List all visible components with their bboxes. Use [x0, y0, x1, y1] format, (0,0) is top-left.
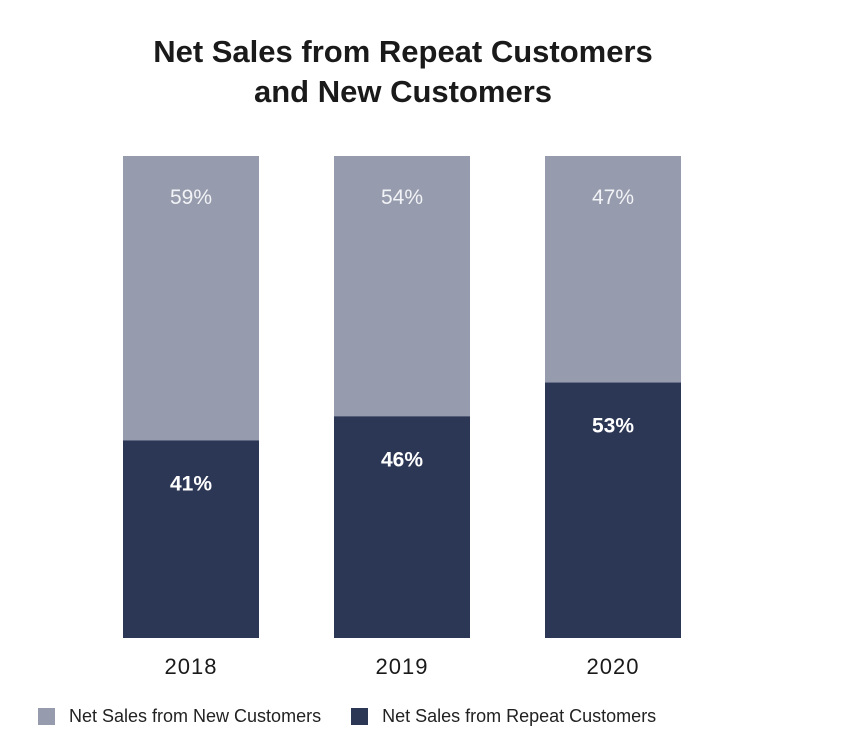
bar-new-customers-2020	[545, 156, 681, 383]
bar-repeat-customers-2020	[545, 382, 681, 638]
stacked-bar-chart: 59% 41% 2018 54% 46% 2019 47% 53% 2020	[123, 156, 681, 679]
bar-repeat-customers-2018	[123, 440, 259, 638]
x-tick-label-2018: 2018	[165, 654, 218, 679]
data-label-new-customers-2018: 59%	[170, 186, 212, 209]
data-label-new-customers-2020: 47%	[592, 186, 634, 209]
data-label-repeat-customers-2018: 41%	[170, 472, 212, 495]
chart-title: Net Sales from Repeat Customers and New …	[0, 32, 806, 112]
legend-swatch-repeat-customers	[351, 708, 369, 725]
legend-item-new-customers: Net Sales from New Customers	[38, 706, 321, 727]
chart-title-line-2: and New Customers	[253, 74, 552, 109]
bar-new-customers-2018	[123, 156, 259, 441]
data-label-repeat-customers-2019: 46%	[381, 448, 423, 471]
x-tick-label-2019: 2019	[376, 654, 429, 679]
data-label-new-customers-2019: 54%	[381, 186, 423, 209]
legend-label-new-customers: Net Sales from New Customers	[69, 706, 322, 726]
bar-repeat-customers-2019	[334, 416, 470, 638]
legend-item-repeat-customers: Net Sales from Repeat Customers	[351, 706, 656, 727]
legend-swatch-new-customers	[38, 708, 55, 725]
chart-legend: Net Sales from New Customers Net Sales f…	[38, 706, 686, 727]
chart-title-line-1: Net Sales from Repeat Customers	[153, 34, 653, 69]
x-tick-label-2020: 2020	[587, 654, 640, 679]
bar-new-customers-2019	[334, 156, 470, 417]
data-label-repeat-customers-2020: 53%	[592, 415, 634, 438]
legend-label-repeat-customers: Net Sales from Repeat Customers	[382, 706, 657, 726]
